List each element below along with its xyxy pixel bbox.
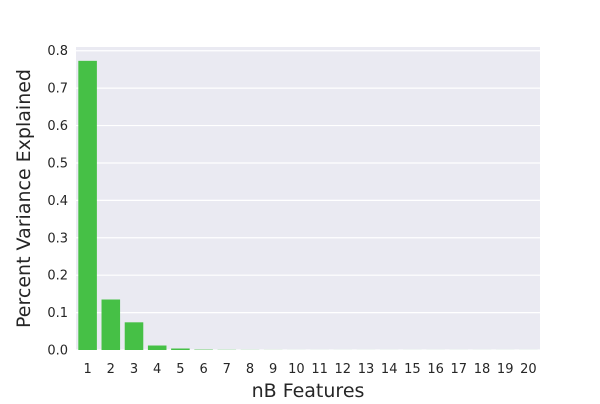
y-axis-ticks: 0.0 0.1 0.2 0.3 0.4 0.5 0.6 0.7 0.8 xyxy=(47,44,68,358)
y-tick-label: 0.4 xyxy=(47,194,68,209)
x-tick-label: 2 xyxy=(107,362,115,377)
y-tick-label: 0.6 xyxy=(47,119,68,134)
x-axis-label: nB Features xyxy=(252,380,365,400)
x-tick-label: 9 xyxy=(269,362,277,377)
x-tick-label: 4 xyxy=(153,362,161,377)
x-tick-label: 16 xyxy=(427,362,444,377)
x-tick-label: 13 xyxy=(358,362,375,377)
x-tick-label: 3 xyxy=(130,362,138,377)
y-tick-label: 0.7 xyxy=(47,82,68,97)
y-tick-label: 0.0 xyxy=(47,344,68,359)
bar xyxy=(125,322,144,350)
x-tick-label: 7 xyxy=(223,362,231,377)
x-tick-label: 20 xyxy=(520,362,537,377)
x-tick-label: 8 xyxy=(246,362,254,377)
x-tick-label: 18 xyxy=(474,362,491,377)
bar xyxy=(102,300,121,351)
bar xyxy=(171,349,190,350)
x-tick-label: 14 xyxy=(381,362,398,377)
x-tick-label: 15 xyxy=(404,362,421,377)
x-tick-label: 10 xyxy=(288,362,305,377)
bar xyxy=(148,346,167,350)
y-tick-label: 0.8 xyxy=(47,44,68,59)
y-tick-label: 0.3 xyxy=(47,231,68,246)
x-tick-label: 11 xyxy=(311,362,328,377)
x-tick-label: 1 xyxy=(83,362,91,377)
y-tick-label: 0.5 xyxy=(47,156,68,171)
x-tick-label: 5 xyxy=(176,362,184,377)
plot-background xyxy=(76,47,540,350)
y-tick-label: 0.1 xyxy=(47,306,68,321)
x-tick-label: 19 xyxy=(497,362,514,377)
x-tick-label: 12 xyxy=(335,362,352,377)
y-tick-label: 0.2 xyxy=(47,269,68,284)
bar xyxy=(78,61,97,350)
x-tick-label: 6 xyxy=(199,362,207,377)
y-axis-label: Percent Variance Explained xyxy=(13,69,35,328)
x-tick-label: 17 xyxy=(451,362,468,377)
